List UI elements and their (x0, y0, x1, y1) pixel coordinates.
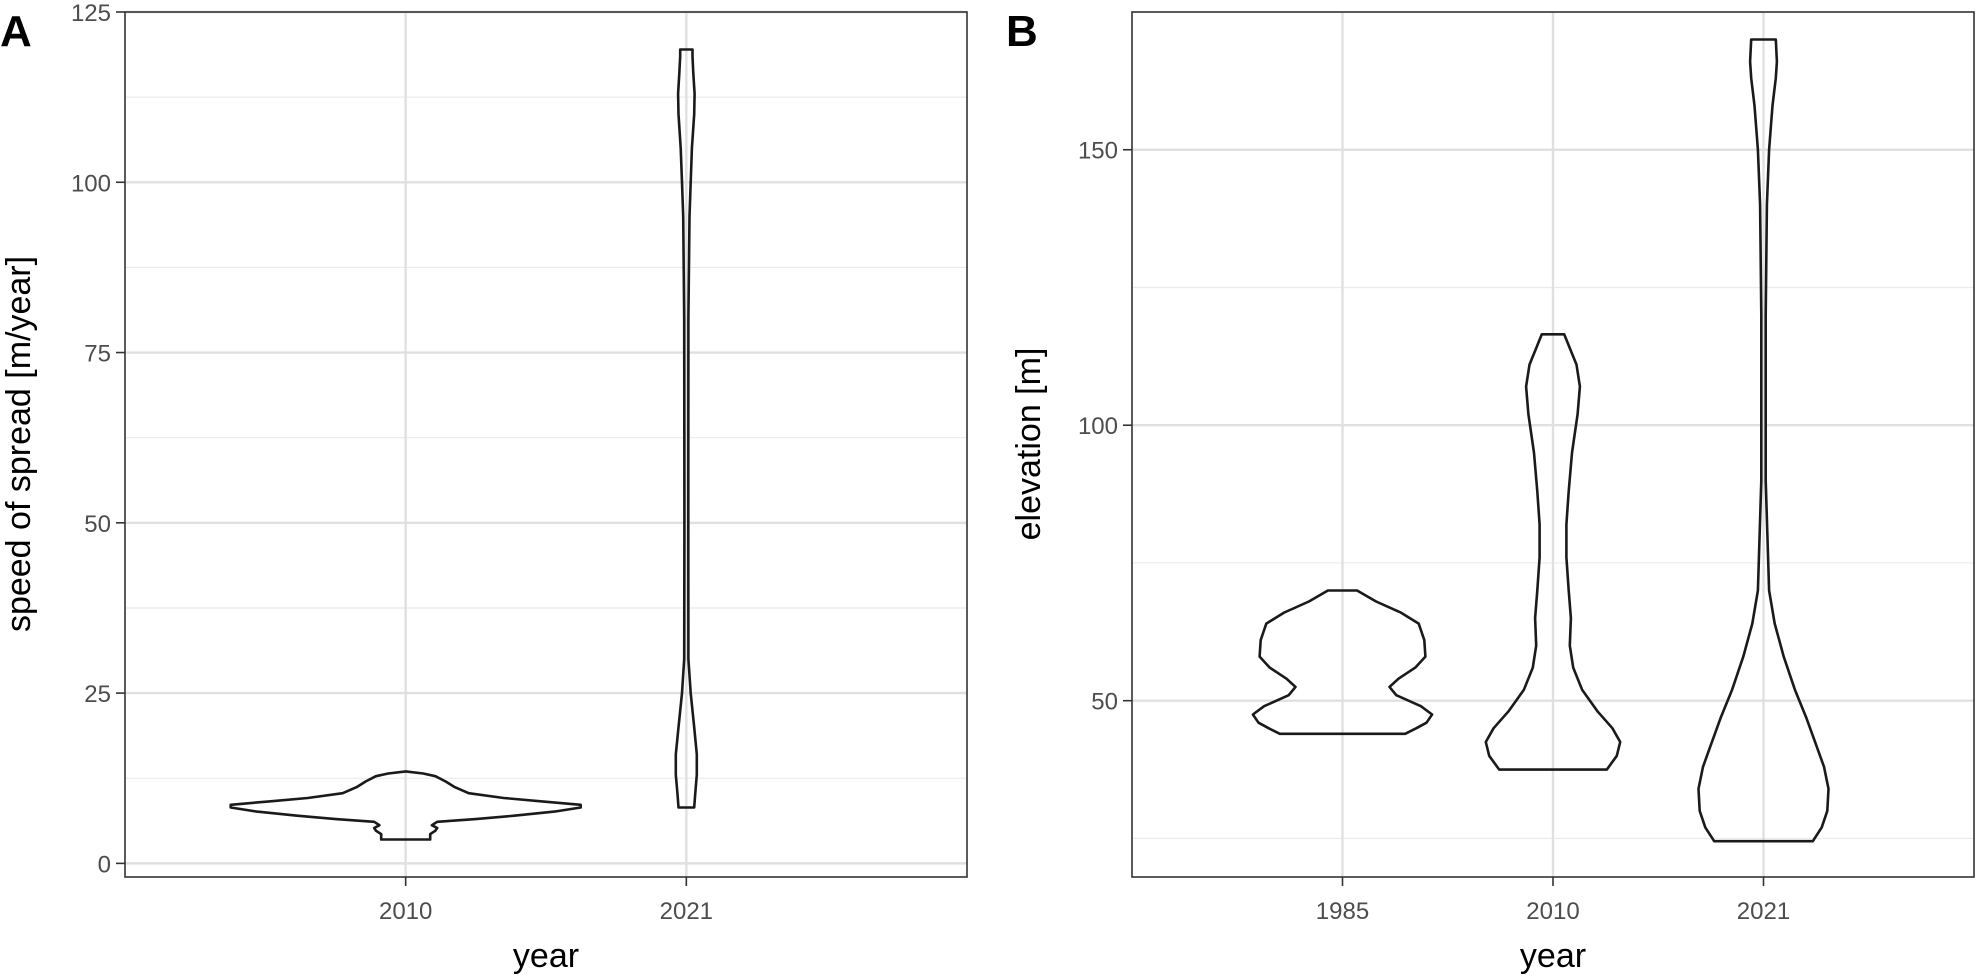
y-tick-label: 0 (98, 851, 111, 878)
panel-a: 0 25 50 75 100 125 2010 2021 A year speed of sp… (0, 0, 968, 975)
violin-b-1985 (1251, 589, 1434, 736)
panel-b-x-axis-title: year (1520, 937, 1586, 975)
violin-a-2010 (229, 770, 582, 841)
panel-a-y-axis-title: speed of spread [m/year] (0, 256, 38, 632)
x-tick-label: 2021 (1737, 898, 1790, 925)
violin-b-2021 (1697, 38, 1830, 843)
panel-a-border (124, 11, 968, 878)
x-tick-label: 2010 (379, 898, 432, 925)
panel-b-y-axis-title: elevation [m] (1010, 348, 1048, 541)
panel-b-letter: B (1006, 7, 1038, 56)
panel-a-x-axis-title: year (513, 937, 579, 975)
panel-b: 50 100 150 1985 2010 2021 B year elevation [m… (1006, 7, 1975, 975)
panel-a-letter: A (0, 7, 32, 56)
y-tick-label: 150 (1078, 138, 1118, 165)
x-tick-label: 2010 (1526, 898, 1579, 925)
y-tick-label: 75 (84, 341, 111, 368)
y-tick-label: 100 (1078, 413, 1118, 440)
y-tick-label: 125 (71, 0, 111, 27)
violin-b-2010 (1484, 333, 1622, 771)
x-tick-label: 1985 (1316, 898, 1369, 925)
y-tick-label: 50 (1091, 689, 1118, 716)
x-tick-label: 2021 (660, 898, 713, 925)
y-tick-label: 50 (84, 511, 111, 538)
y-tick-label: 100 (71, 170, 111, 197)
violin-a-2021 (674, 48, 699, 809)
y-tick-label: 25 (84, 681, 111, 708)
